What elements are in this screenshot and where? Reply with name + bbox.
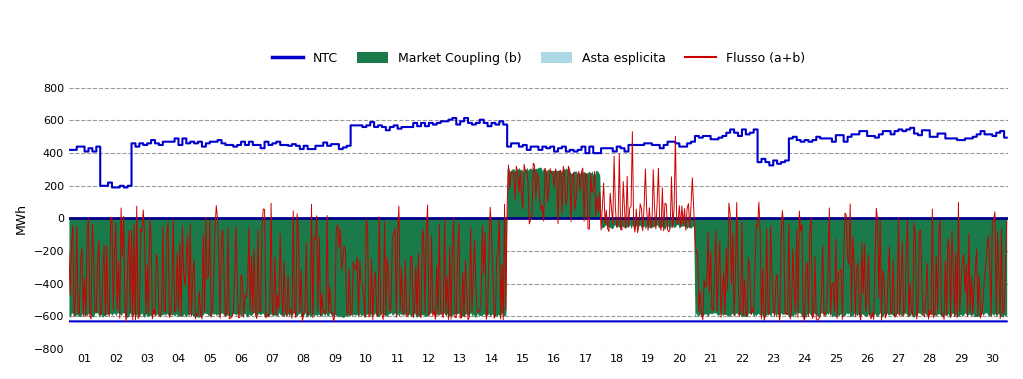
Y-axis label: MWh: MWh [15, 203, 28, 234]
Legend: NTC, Market Coupling (b), Asta esplicita, Flusso (a+b): NTC, Market Coupling (b), Asta esplicita… [267, 47, 810, 70]
